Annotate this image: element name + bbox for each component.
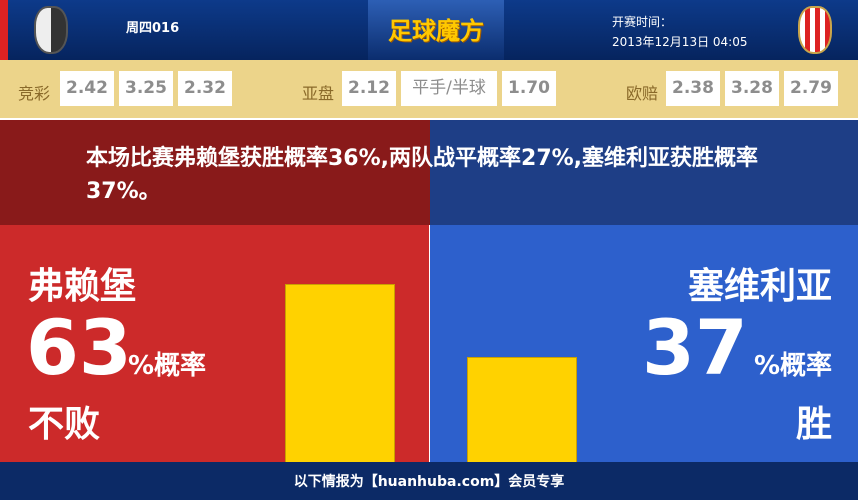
away-bar: [467, 357, 577, 462]
away-probability: 37: [642, 303, 748, 392]
away-team-logo: [798, 6, 832, 54]
odds-bar: 竞彩 2.42 3.25 2.32 亚盘 2.12 平手/半球 1.70 欧赔 …: [0, 60, 858, 118]
odds-value: 2.79: [784, 71, 838, 106]
odds-value: 平手/半球: [401, 71, 497, 106]
home-bar: [285, 284, 395, 462]
kickoff-time: 2013年12月13日 04:05: [612, 35, 748, 49]
away-team-name: 塞维利亚: [687, 266, 832, 307]
footer-member-banner[interactable]: 以下情报为【huanhuba.com】会员专享: [0, 462, 858, 500]
home-unit: %概率: [128, 351, 207, 381]
summary-left-bg: [0, 120, 430, 225]
odds-value: 2.32: [178, 71, 232, 106]
odds-label-jingcai: 竞彩: [18, 84, 51, 103]
home-panel: 弗赖堡 63 %概率 不败: [0, 225, 429, 462]
brand-logo: 足球魔方: [368, 0, 504, 60]
odds-value: 2.12: [342, 71, 396, 106]
odds-label-oupei: 欧赔: [626, 84, 659, 103]
match-code: 周四016: [126, 21, 180, 36]
home-outcome: 不败: [28, 404, 101, 445]
summary-right-bg: [430, 120, 858, 225]
summary-text: 本场比赛弗赖堡获胜概率36%,两队战平概率27%,塞维利亚获胜概率37%。: [86, 146, 759, 204]
kickoff-label: 开赛时间：: [612, 15, 673, 29]
odds-value: 2.42: [60, 71, 114, 106]
odds-value: 3.25: [119, 71, 173, 106]
odds-value: 1.70: [502, 71, 556, 106]
home-team-logo: [34, 6, 68, 54]
header: 周四016 足球魔方 开赛时间： 2013年12月13日 04:05: [0, 0, 858, 60]
odds-value: 3.28: [725, 71, 779, 106]
away-unit: %概率: [753, 351, 832, 381]
home-team-name: 弗赖堡: [28, 266, 137, 307]
away-panel: 塞维利亚 37 %概率 胜: [430, 225, 858, 462]
away-outcome: 胜: [795, 404, 832, 445]
odds-label-yapan: 亚盘: [302, 84, 335, 103]
kickoff: 开赛时间： 2013年12月13日 04:05: [612, 12, 747, 52]
home-probability: 63: [26, 303, 132, 392]
odds-value: 2.38: [666, 71, 720, 106]
